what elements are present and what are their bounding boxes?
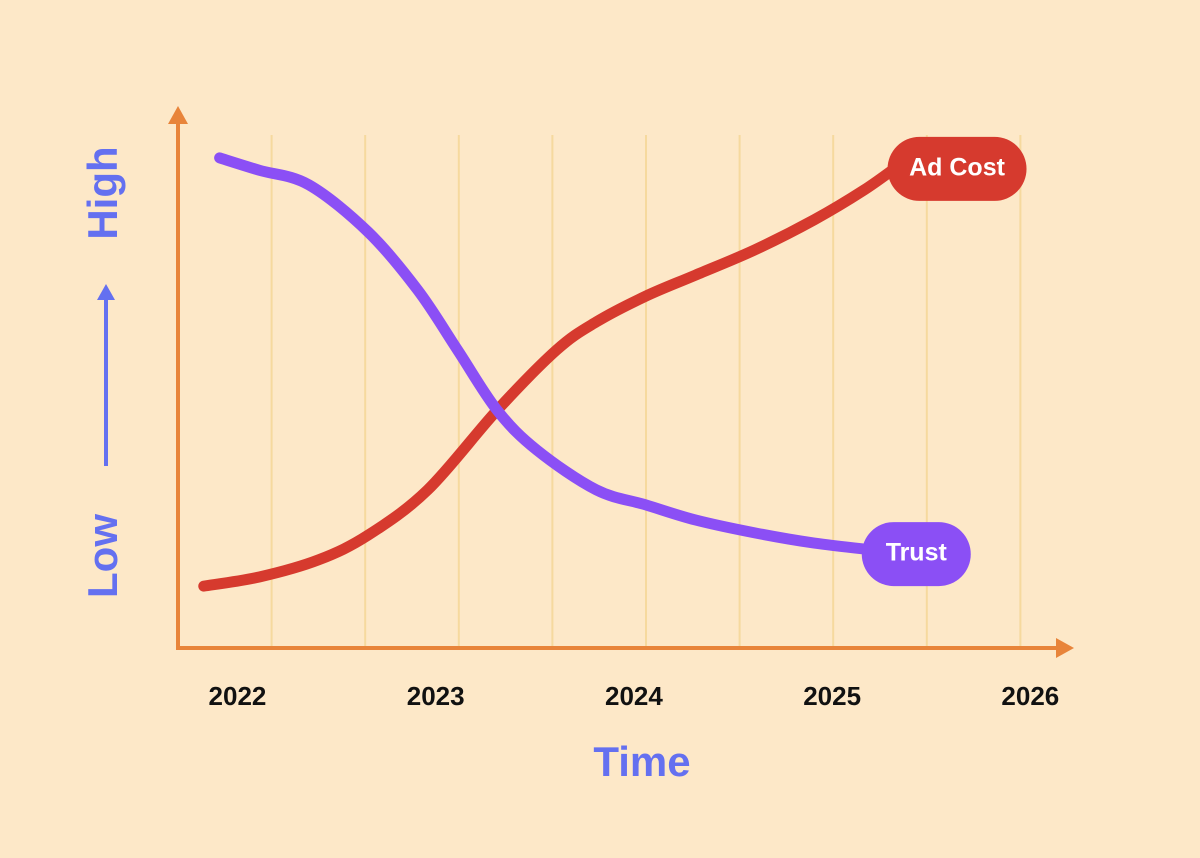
y-axis-arrow bbox=[168, 106, 188, 124]
series-label-pill bbox=[861, 522, 971, 587]
series-line bbox=[214, 152, 880, 556]
y-axis-high-label: High bbox=[79, 146, 126, 239]
series-label-pill bbox=[887, 136, 1027, 201]
x-tick-label: 2022 bbox=[209, 681, 267, 711]
y-axis-low-label: Low bbox=[79, 514, 126, 598]
x-tick-label: 2024 bbox=[605, 681, 663, 711]
x-tick-label: 2023 bbox=[407, 681, 465, 711]
legend-label: Ad Cost bbox=[909, 153, 1006, 181]
x-tick-label: 2026 bbox=[1001, 681, 1059, 711]
x-tick-label: 2025 bbox=[803, 681, 861, 711]
legend-label: Trust bbox=[886, 539, 948, 567]
y-direction-arrowhead bbox=[97, 284, 115, 300]
x-axis-label: Time bbox=[593, 738, 690, 785]
series-line bbox=[198, 159, 906, 592]
x-axis-arrow bbox=[1056, 638, 1074, 658]
